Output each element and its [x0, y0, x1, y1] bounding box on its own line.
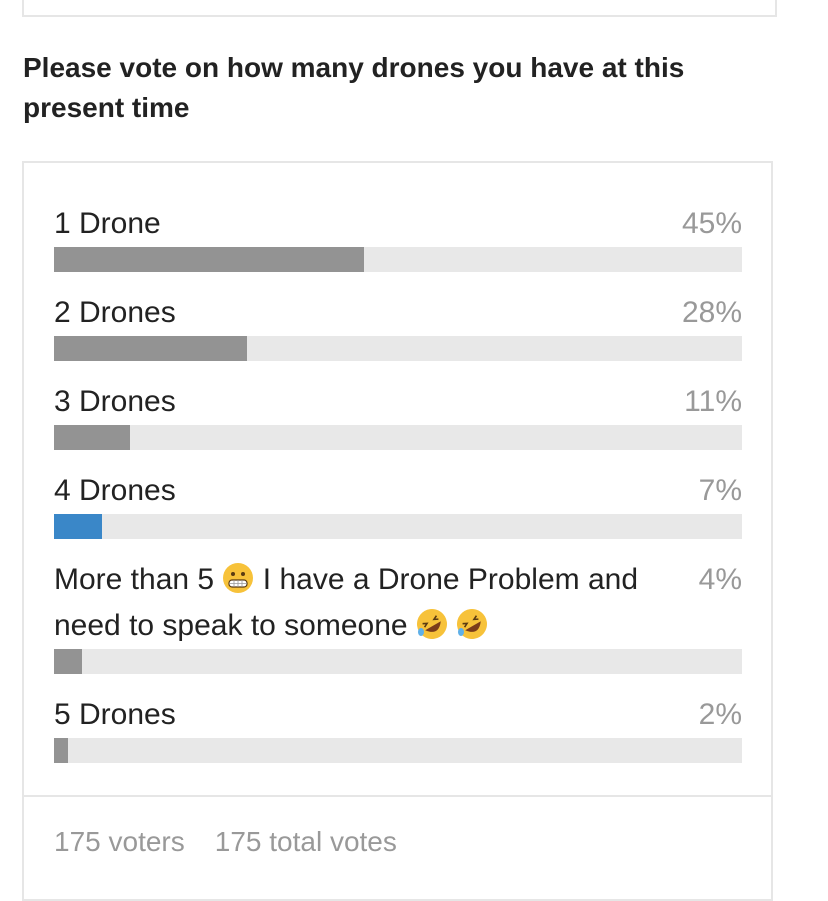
option-percent: 11% [684, 385, 742, 418]
voters-count: 175 voters [54, 826, 185, 857]
poll-option[interactable]: 1 Drone 45% [54, 201, 742, 272]
option-label-part2: I have a Drone Problem and need to speak… [54, 563, 639, 642]
rolling-on-floor-laughing-icon [457, 609, 488, 639]
option-label: 5 Drones [54, 698, 176, 731]
option-bar [54, 514, 742, 539]
option-bar [54, 247, 742, 272]
rolling-on-floor-laughing-icon [416, 609, 447, 639]
option-label: 4 Drones [54, 474, 176, 507]
option-percent: 7% [698, 474, 742, 507]
previous-post-box [22, 0, 777, 17]
option-bar-fill [54, 649, 82, 674]
option-label-part1: More than 5 [54, 563, 215, 596]
poll-footer: 175 voters 175 total votes [24, 797, 771, 890]
option-bar-fill [54, 425, 130, 450]
option-percent: 28% [681, 296, 742, 329]
option-bar [54, 738, 742, 763]
poll-options: 1 Drone 45% 2 Drones 28% 3 Drones 11% 4 Dro… [24, 163, 771, 797]
option-bar-fill [54, 738, 68, 763]
option-bar [54, 336, 742, 361]
poll-option[interactable]: 5 Drones 2% [54, 692, 742, 763]
option-bar-fill [54, 514, 103, 539]
option-bar-fill [54, 336, 247, 361]
option-label: 2 Drones [54, 296, 176, 329]
option-bar [54, 649, 742, 674]
option-label: More than 5 I have a Drone Problem and n… [54, 557, 699, 649]
poll-option[interactable]: 4 Drones 7% [54, 468, 742, 539]
poll-option[interactable]: 2 Drones 28% [54, 290, 742, 361]
poll-option[interactable]: 3 Drones 11% [54, 379, 742, 450]
option-label: 1 Drone [54, 207, 161, 240]
option-percent: 2% [698, 698, 742, 731]
poll-title: Please vote on how many drones you have … [23, 52, 685, 123]
option-bar-fill [54, 247, 364, 272]
poll-container: 1 Drone 45% 2 Drones 28% 3 Drones 11% 4 Dro… [22, 161, 773, 901]
option-label: 3 Drones [54, 385, 176, 418]
option-percent: 45% [681, 207, 742, 240]
poll-option[interactable]: More than 5 I have a Drone Problem and n… [54, 557, 742, 674]
option-bar [54, 425, 742, 450]
option-percent: 4% [698, 563, 742, 596]
total-votes-count: 175 total votes [214, 826, 397, 857]
grimacing-face-icon [223, 563, 254, 593]
